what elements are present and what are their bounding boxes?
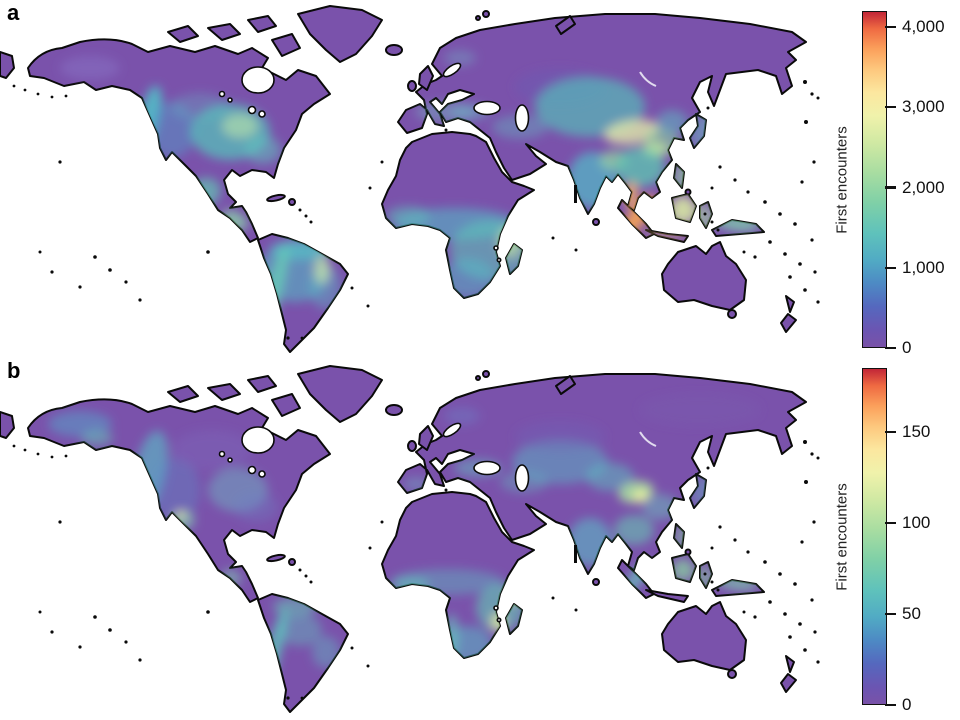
heat-region — [586, 463, 634, 491]
colorbar-b: First encounters 150 100 50 0 — [830, 368, 960, 714]
heat-region — [670, 196, 696, 224]
colorbar-b-gradient — [862, 368, 887, 705]
heat-region — [172, 430, 252, 470]
colorbar-a: First encounters 4,000 3,000 2,000 1,000 0 — [830, 11, 960, 357]
heat-region — [698, 565, 712, 589]
colorbar-tick-label: 3,000 — [902, 97, 945, 117]
heat-region — [444, 407, 480, 425]
colorbar-tick — [885, 346, 896, 350]
colorbar-tick — [885, 703, 896, 707]
colorbar-tick-label: 4,000 — [902, 17, 945, 37]
colorbar-tick-label: 100 — [902, 512, 931, 532]
heat-region — [614, 515, 654, 545]
heat-region — [222, 114, 258, 138]
colorbar-a-ticks: 4,000 3,000 2,000 1,000 0 — [862, 11, 945, 357]
colorbar-tick-label: 150 — [902, 421, 931, 441]
panel-b-label: b — [7, 358, 21, 383]
colorbar-tick — [885, 186, 896, 189]
heat-region — [314, 256, 330, 284]
colorbar-a-bar: 4,000 3,000 2,000 1,000 0 — [862, 11, 945, 357]
heat-region — [245, 136, 281, 164]
colorbar-tick — [885, 521, 896, 525]
colorbar-tick — [885, 25, 896, 29]
panel-a-label: a — [7, 0, 20, 25]
heat-region — [672, 559, 694, 581]
map-panel-b — [0, 366, 820, 712]
heat-region — [535, 77, 645, 137]
colorbar-tick-label: 0 — [902, 695, 912, 714]
heat-region — [312, 636, 340, 668]
heat-region — [656, 110, 688, 134]
colorbar-tick — [885, 106, 896, 109]
colorbar-tick-label: 0 — [902, 338, 912, 357]
colorbar-tick-label: 1,000 — [902, 257, 945, 277]
world-maps-svg — [0, 0, 820, 720]
heat-region — [386, 206, 430, 226]
heat-region — [403, 477, 429, 491]
colorbar-tick — [885, 612, 896, 616]
heat-region — [390, 576, 430, 592]
heat-region — [615, 147, 665, 187]
colorbar-b-axis-label: First encounters — [833, 483, 851, 591]
heat-region — [515, 421, 605, 453]
heat-region — [644, 229, 688, 239]
heat-region — [60, 56, 120, 80]
heat-region — [442, 258, 494, 298]
heat-region — [444, 50, 476, 66]
heat-region — [152, 458, 200, 522]
colorbar-tick-label: 50 — [902, 603, 921, 623]
heat-region — [633, 490, 649, 502]
map-panel-a — [0, 6, 820, 352]
colorbar-b-bar: 150 100 50 0 — [862, 368, 930, 714]
heat-region — [642, 494, 678, 520]
heat-region — [506, 592, 518, 604]
heat-region — [234, 492, 278, 522]
heat-region — [81, 430, 113, 446]
heat-region — [512, 440, 608, 484]
colorbar-a-gradient — [862, 11, 887, 348]
colorbar-tick — [885, 266, 896, 269]
colorbar-tick — [885, 430, 896, 433]
colorbar-tick-label: 2,000 — [902, 177, 945, 197]
colorbar-a-axis-label: First encounters — [833, 126, 851, 234]
landmass-a — [0, 6, 806, 352]
heat-region — [674, 163, 690, 191]
heat-region — [640, 394, 760, 426]
heat-region — [278, 614, 322, 646]
colorbar-b-ticks: 150 100 50 0 — [862, 368, 930, 714]
heat-region — [176, 511, 186, 519]
